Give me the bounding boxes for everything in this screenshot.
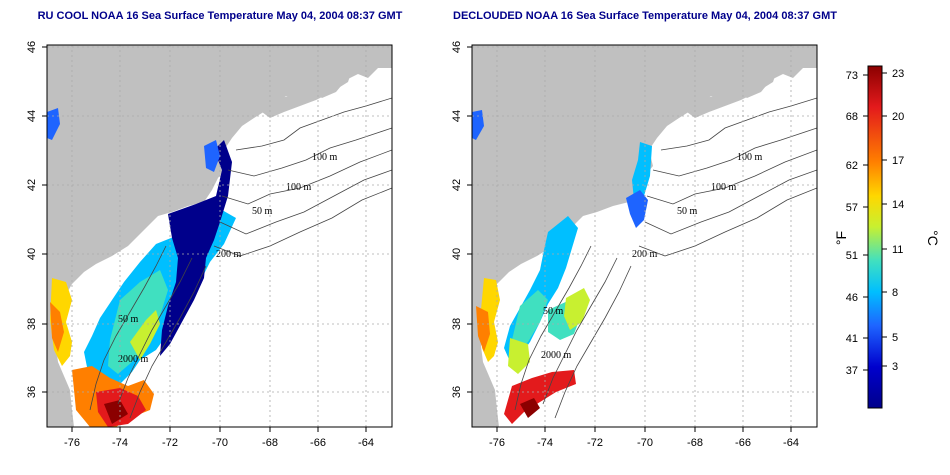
y-tick-label: 42	[451, 179, 463, 191]
fahrenheit-tick-label: 73	[846, 70, 858, 82]
y-tick-label: 40	[451, 248, 463, 260]
x-tick-label: -64	[783, 437, 799, 449]
contour-label: 100 m	[737, 152, 763, 163]
contour-label: 100 m	[312, 152, 338, 163]
celsius-tick-label: 14	[892, 199, 904, 211]
x-tick-label: -74	[537, 437, 553, 449]
y-tick-label: 44	[451, 110, 463, 122]
right-panel-title: DECLOUDED NOAA 16 Sea Surface Temperatur…	[453, 10, 837, 22]
y-tick-label: 36	[26, 386, 38, 398]
x-tick-label: -72	[162, 437, 178, 449]
x-tick-label: -76	[489, 437, 505, 449]
contour-label: 50 m	[677, 206, 698, 217]
y-tick-label: 40	[26, 248, 38, 260]
contour-label: 50 m	[118, 314, 139, 325]
land-mass	[47, 45, 392, 427]
fahrenheit-tick-label: 62	[846, 160, 858, 172]
x-tick-label: -66	[735, 437, 751, 449]
sst-data-layer	[47, 108, 236, 427]
x-tick-label: -70	[637, 437, 653, 449]
contour-label: 200 m	[216, 249, 242, 260]
fahrenheit-tick-label: 68	[846, 111, 858, 123]
y-axis: 36 38 40 42 44 46	[451, 41, 463, 398]
celsius-tick-label: 5	[892, 332, 898, 344]
contour-label: 100 m	[286, 182, 312, 193]
celsius-tick-label: 3	[892, 361, 898, 373]
fahrenheit-tick-label: 51	[846, 250, 858, 262]
bathymetry-contours	[514, 97, 817, 419]
sst-data-layer	[472, 110, 652, 424]
x-tick-label: -76	[64, 437, 80, 449]
celsius-tick-label: 11	[892, 244, 903, 256]
celsius-ticks: 23 20 17 14 11 8 5 3	[892, 68, 904, 373]
y-axis: 36 38 40 42 44 46	[26, 41, 38, 398]
fahrenheit-tick-label: 57	[846, 202, 858, 214]
y-tick-label: 46	[451, 41, 463, 53]
x-tick-label: -66	[310, 437, 326, 449]
celsius-tick-label: 17	[892, 155, 904, 167]
contour-label: 50 m	[543, 306, 564, 317]
left-panel-title: RU COOL NOAA 16 Sea Surface Temperature …	[37, 10, 403, 22]
celsius-unit-label: °C	[925, 230, 941, 246]
fahrenheit-ticks: 73 68 62 57 51 46 41 37	[846, 70, 858, 377]
nova-scotia-land	[687, 70, 777, 118]
celsius-tick-label: 23	[892, 68, 904, 80]
contour-labels: 100 m 100 m 50 m 200 m 50 m 2000 m	[118, 152, 338, 365]
contour-labels: 100 m 100 m 50 m 200 m 50 m 2000 m	[541, 152, 763, 361]
contour-label: 100 m	[711, 182, 737, 193]
x-axis: -76 -74 -72 -70 -68 -66 -64	[64, 437, 374, 449]
celsius-tick-label: 20	[892, 111, 904, 123]
contour-label: 2000 m	[541, 350, 572, 361]
y-tick-label: 38	[451, 318, 463, 330]
x-tick-label: -68	[687, 437, 703, 449]
celsius-tick-label: 8	[892, 287, 898, 299]
fahrenheit-tick-label: 46	[846, 292, 858, 304]
x-tick-label: -64	[358, 437, 374, 449]
bathymetry-contours	[89, 97, 392, 419]
x-tick-label: -72	[587, 437, 603, 449]
y-tick-label: 46	[26, 41, 38, 53]
x-tick-label: -74	[112, 437, 128, 449]
nova-scotia-land	[262, 70, 352, 118]
x-tick-label: -68	[262, 437, 278, 449]
left-map-panel: 100 m 100 m 50 m 200 m 50 m 2000 m	[26, 41, 393, 449]
fahrenheit-unit-label: °F	[833, 231, 849, 245]
grid-lines	[472, 45, 817, 427]
y-tick-label: 44	[26, 110, 38, 122]
contour-label: 50 m	[252, 206, 273, 217]
contour-label: 2000 m	[118, 354, 149, 365]
colorbar: 73 68 62 57 51 46 41 37 23 20 17 14 11 8…	[833, 65, 941, 409]
land-mass	[472, 45, 817, 427]
x-tick-label: -70	[212, 437, 228, 449]
y-tick-label: 38	[26, 318, 38, 330]
x-axis: -76 -74 -72 -70 -68 -66 -64	[489, 437, 799, 449]
y-tick-label: 36	[451, 386, 463, 398]
fahrenheit-tick-label: 41	[846, 333, 858, 345]
right-map-panel: 100 m 100 m 50 m 200 m 50 m 2000 m	[451, 41, 818, 449]
grid-lines	[47, 45, 392, 427]
contour-label: 200 m	[632, 249, 658, 260]
y-tick-label: 42	[26, 179, 38, 191]
fahrenheit-tick-label: 37	[846, 365, 858, 377]
colorbar-gradient	[867, 65, 883, 409]
